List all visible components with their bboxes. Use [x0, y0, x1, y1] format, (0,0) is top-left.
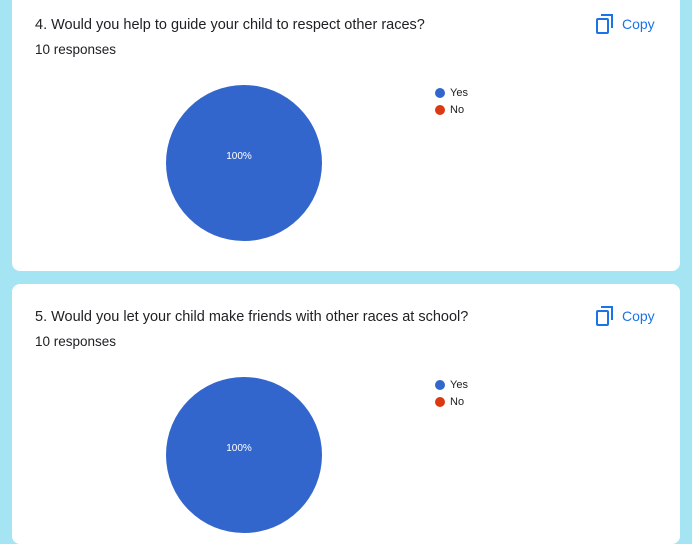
question-title: 4. Would you help to guide your child to… — [35, 17, 425, 33]
copy-chart-button[interactable]: Copy — [596, 14, 655, 34]
chart-legend: Yes No — [435, 376, 468, 410]
legend-item-yes[interactable]: Yes — [435, 376, 468, 393]
legend-label: Yes — [450, 86, 468, 99]
copy-chart-button[interactable]: Copy — [596, 306, 655, 326]
legend-item-yes[interactable]: Yes — [435, 84, 468, 101]
legend-label: No — [450, 395, 465, 408]
response-count: 10 responses — [35, 334, 117, 349]
question-title: 5. Would you let your child make friends… — [35, 309, 469, 325]
question-card-4: 4. Would you help to guide your child to… — [12, 0, 680, 271]
legend-dot-yes — [435, 379, 445, 390]
copy-label: Copy — [622, 16, 655, 32]
copy-icon — [596, 306, 613, 326]
pie-chart: 100% — [166, 85, 322, 241]
legend-label: Yes — [450, 378, 468, 391]
pie-chart: 100% — [166, 377, 322, 533]
legend-item-no[interactable]: No — [435, 393, 468, 410]
legend-dot-no — [435, 396, 445, 407]
legend-label: No — [450, 103, 465, 116]
pie-slice-yes[interactable] — [166, 377, 322, 533]
legend-dot-yes — [435, 87, 445, 98]
pie-slice-yes[interactable] — [166, 85, 322, 241]
pie-slice-label: 100% — [226, 443, 252, 454]
copy-label: Copy — [622, 308, 655, 324]
response-count: 10 responses — [35, 42, 117, 57]
legend-item-no[interactable]: No — [435, 101, 468, 118]
pie-slice-label: 100% — [226, 151, 252, 162]
chart-legend: Yes No — [435, 84, 468, 118]
legend-dot-no — [435, 104, 445, 115]
copy-icon — [596, 14, 613, 34]
question-card-5: 5. Would you let your child make friends… — [12, 284, 680, 544]
